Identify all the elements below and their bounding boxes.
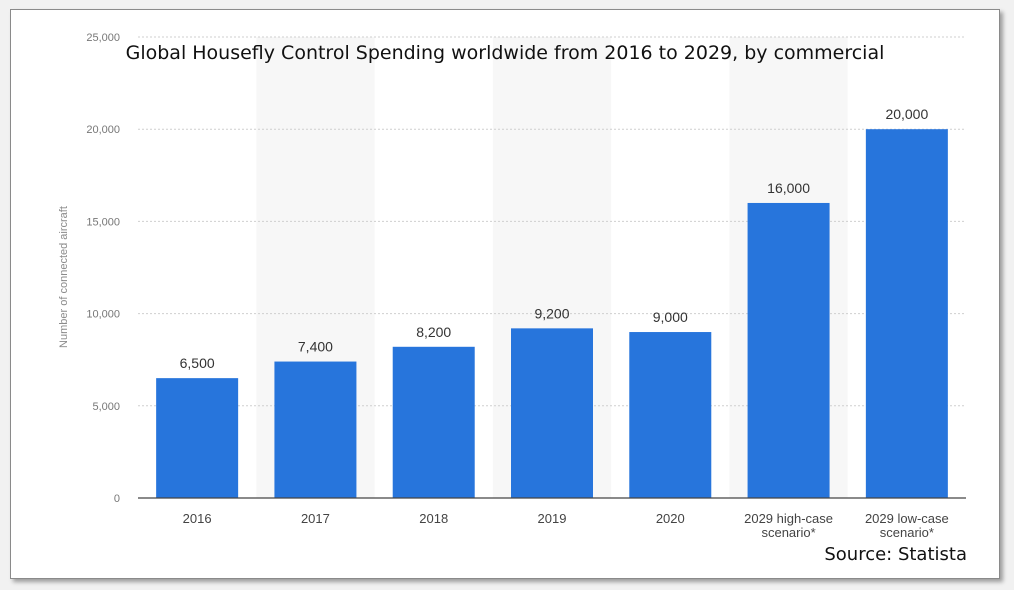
- bar: [511, 328, 593, 498]
- x-tick-label: 2017: [301, 511, 330, 526]
- data-label: 16,000: [767, 180, 810, 196]
- y-tick-label: 15,000: [86, 216, 120, 228]
- data-label: 20,000: [885, 106, 928, 122]
- bar: [156, 378, 239, 498]
- x-tick-label-line: 2018: [419, 511, 448, 526]
- x-tick-label-line: scenario*: [880, 525, 934, 540]
- x-tick-label: 2020: [656, 511, 685, 526]
- x-tick-label-line: scenario*: [761, 525, 815, 540]
- data-label: 9,200: [534, 305, 569, 321]
- x-tick-label-line: 2017: [301, 511, 330, 526]
- x-tick-label: 2019: [538, 511, 567, 526]
- data-label: 7,400: [298, 339, 333, 355]
- x-tick-label-line: 2016: [183, 511, 212, 526]
- bar: [865, 129, 948, 498]
- bar: [747, 202, 830, 498]
- y-tick-label: 20,000: [86, 124, 120, 136]
- x-tick-label-line: 2029 low-case: [865, 511, 949, 526]
- source-note: Source: Statista: [824, 544, 967, 565]
- data-label: 8,200: [416, 324, 451, 340]
- y-tick-label: 10,000: [86, 309, 120, 321]
- y-axis-label: Number of connected aircraft: [58, 206, 70, 348]
- x-tick-label-line: 2019: [538, 511, 567, 526]
- x-tick-label: 2029 low-case scenario*: [865, 511, 949, 540]
- bar: [392, 346, 475, 498]
- bar-chart: 0 5,000 10,000 15,000 20,000 25,000 6,500 2016 7…: [86, 32, 966, 540]
- x-tick-label-line: 2020: [656, 511, 685, 526]
- bar: [629, 332, 712, 498]
- x-tick-label: 2016: [183, 511, 212, 526]
- chart-title: Global Housefly Control Spending worldwi…: [125, 42, 885, 64]
- data-label: 9,000: [653, 309, 688, 325]
- y-tick-label: 25,000: [86, 32, 120, 44]
- x-tick-label-line: 2029 high-case: [744, 511, 833, 526]
- y-tick-label: 0: [114, 493, 120, 505]
- data-label: 6,500: [180, 355, 215, 371]
- chart-frame: 0 5,000 10,000 15,000 20,000 25,000 6,500 2016 7…: [10, 9, 1000, 579]
- y-tick-label: 5,000: [92, 401, 120, 413]
- x-tick-label: 2029 high-case scenario*: [744, 511, 833, 540]
- bar: [274, 361, 357, 498]
- x-tick-label: 2018: [419, 511, 448, 526]
